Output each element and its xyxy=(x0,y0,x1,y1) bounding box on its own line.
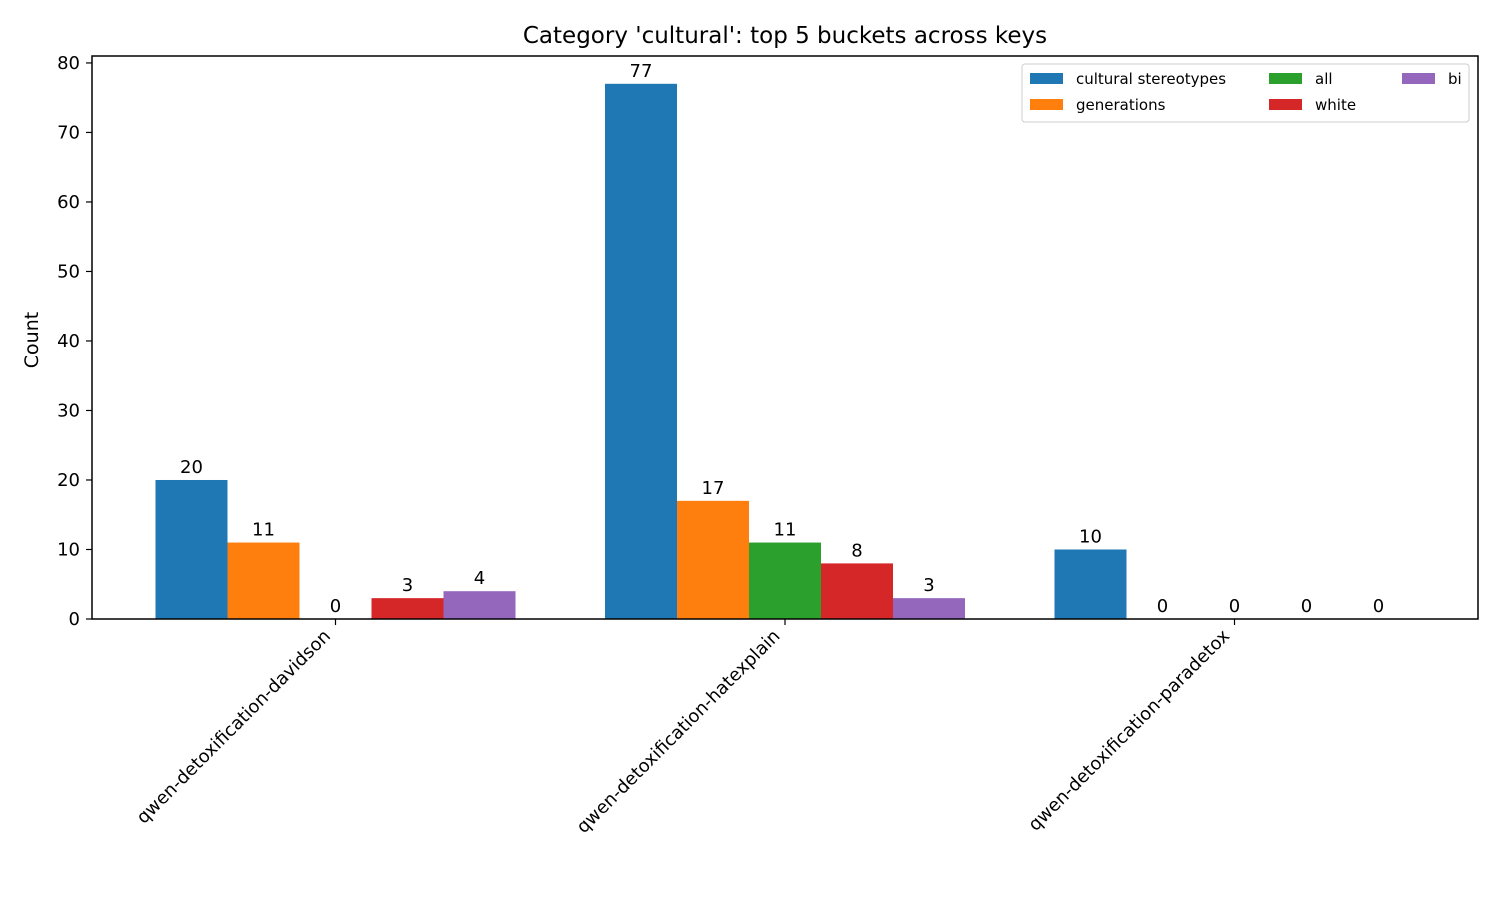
bar-labels-group: 20 11 0 3 4 77 17 11 8 3 10 0 0 0 0 xyxy=(180,61,1384,617)
legend-label: cultural stereotypes xyxy=(1076,70,1226,88)
x-tick-label: qwen-detoxification-paradetox xyxy=(1024,625,1234,835)
bar xyxy=(371,598,444,619)
bar-value-label: 0 xyxy=(1373,596,1384,617)
bar-value-label: 17 xyxy=(702,478,725,499)
bar xyxy=(749,542,821,619)
bar-value-label: 11 xyxy=(252,520,275,541)
bar xyxy=(605,83,677,619)
bar-value-label: 11 xyxy=(774,520,797,541)
legend-label: bi xyxy=(1448,70,1462,88)
legend-box xyxy=(1021,63,1470,123)
legend-label: white xyxy=(1315,96,1356,114)
y-axis-label: Count xyxy=(21,312,43,368)
bar-value-label: 10 xyxy=(1079,526,1102,547)
legend: cultural stereotypes generations all white b… xyxy=(1021,63,1470,123)
legend-item: cultural stereotypes xyxy=(1030,70,1226,88)
legend-swatch xyxy=(1030,73,1063,84)
bar-value-label: 20 xyxy=(180,457,203,478)
y-tick-label: 80 xyxy=(57,53,80,74)
y-tick-label: 10 xyxy=(57,539,80,560)
legend-item: all xyxy=(1269,70,1333,88)
bars-group xyxy=(155,83,1127,619)
legend-swatch xyxy=(1030,99,1063,110)
y-tick-label: 60 xyxy=(57,192,80,213)
bar-value-label: 77 xyxy=(630,61,653,82)
legend-swatch xyxy=(1269,99,1302,110)
legend-swatch xyxy=(1402,73,1435,84)
y-tick-label: 0 xyxy=(69,609,80,630)
y-tick-label: 20 xyxy=(57,470,80,491)
bar xyxy=(821,563,893,619)
x-tick-label: qwen-detoxification-hatexplain xyxy=(573,626,785,838)
bar xyxy=(1054,549,1127,619)
y-tick-label: 40 xyxy=(57,331,80,352)
bar xyxy=(893,598,965,619)
bar-value-label: 3 xyxy=(402,575,413,596)
bar xyxy=(227,542,300,619)
bar-value-label: 0 xyxy=(1157,596,1168,617)
bar-value-label: 0 xyxy=(330,596,341,617)
legend-item: generations xyxy=(1030,96,1166,114)
bar xyxy=(443,591,516,619)
y-tick-label: 70 xyxy=(57,122,80,143)
plot-frame xyxy=(91,55,1479,620)
legend-item: bi xyxy=(1402,70,1462,88)
bar-value-label: 3 xyxy=(923,575,934,596)
chart-title: Category 'cultural': top 5 buckets acros… xyxy=(523,23,1047,49)
y-tick-label: 30 xyxy=(57,400,80,421)
y-tick-label: 50 xyxy=(57,261,80,282)
bar xyxy=(155,479,228,619)
x-tick-label: qwen-detoxification-davidson xyxy=(133,626,335,828)
legend-label: all xyxy=(1315,70,1333,88)
bar-value-label: 0 xyxy=(1229,596,1240,617)
bar xyxy=(677,500,749,619)
bar-value-label: 0 xyxy=(1301,596,1312,617)
bar-value-label: 4 xyxy=(474,568,485,589)
legend-label: generations xyxy=(1076,96,1166,114)
legend-swatch xyxy=(1269,73,1302,84)
y-axis-ticks: 0 10 20 30 40 50 60 70 80 xyxy=(57,53,92,630)
bar-value-label: 8 xyxy=(851,540,862,561)
legend-item: white xyxy=(1269,96,1356,114)
x-axis-ticks: qwen-detoxification-davidson qwen-detoxif… xyxy=(133,619,1236,838)
